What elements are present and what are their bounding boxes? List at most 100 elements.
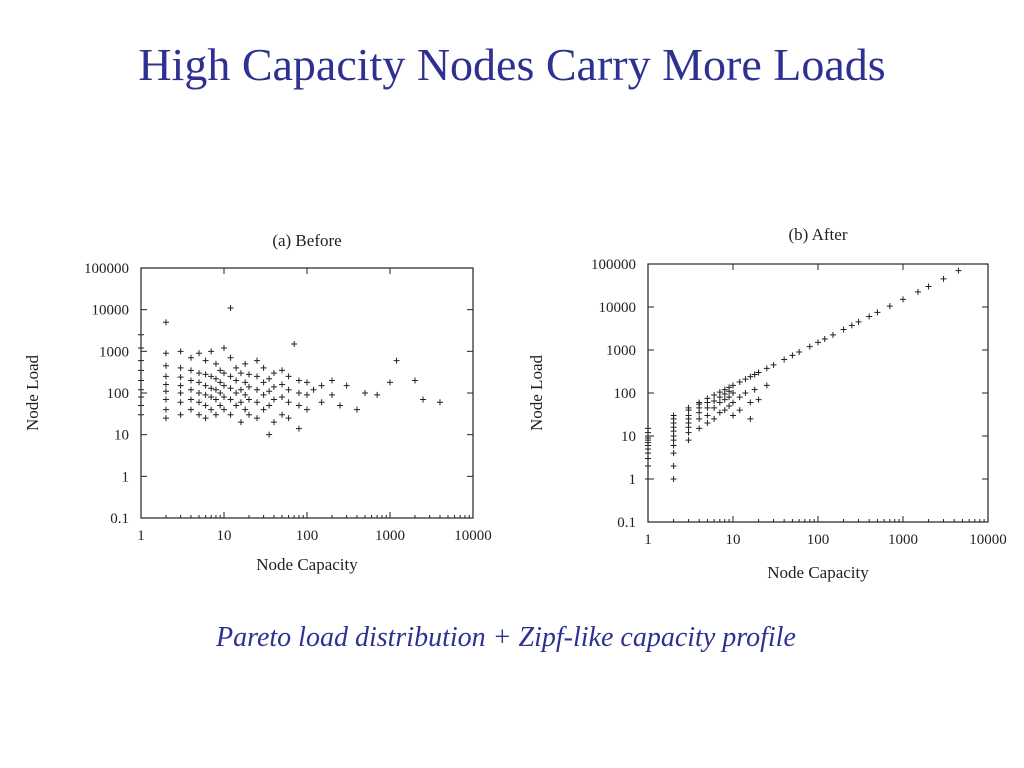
data-point (747, 399, 754, 406)
data-point (685, 429, 692, 436)
chart-after: (b) After 1 10 100 1000 10000 0.1 1 10 100 1000 100… (527, 225, 1007, 582)
data-point (187, 406, 194, 413)
data-point (260, 406, 267, 413)
data-point (747, 373, 754, 380)
data-point (162, 362, 169, 369)
data-point (162, 373, 169, 380)
data-point (279, 367, 286, 374)
data-point (221, 370, 227, 377)
data-point (177, 364, 184, 371)
data-point (212, 396, 219, 403)
data-point (770, 361, 777, 368)
data-point (721, 386, 728, 393)
data-point (711, 391, 718, 398)
data-point (295, 377, 302, 384)
data-point (763, 365, 770, 372)
data-point (162, 381, 169, 388)
data-point (685, 412, 692, 419)
data-point (645, 455, 651, 462)
data-point (279, 381, 286, 388)
data-point (202, 391, 209, 398)
data-point (295, 402, 302, 409)
data-points (138, 304, 443, 438)
data-point (162, 415, 169, 422)
data-point (318, 382, 325, 389)
data-point (279, 411, 286, 418)
data-point (848, 322, 855, 329)
data-point (914, 288, 921, 295)
data-point (237, 370, 244, 377)
data-point (177, 374, 184, 381)
data-point (162, 396, 169, 403)
y-tick-label: 0.1 (617, 515, 636, 531)
data-point (245, 383, 252, 390)
data-point (212, 386, 219, 393)
data-point (227, 396, 234, 403)
x-tick-label: 1000 (375, 528, 405, 544)
data-point (900, 296, 906, 303)
data-point (208, 394, 215, 401)
data-point (781, 356, 788, 363)
data-point (755, 396, 762, 403)
data-point (242, 391, 249, 398)
data-point (177, 382, 184, 389)
data-point (233, 364, 240, 371)
data-point (196, 350, 203, 357)
data-point (716, 389, 723, 396)
data-point (726, 384, 733, 391)
x-tick-label: 1000 (888, 532, 918, 548)
data-point (726, 394, 733, 401)
slide-title: High Capacity Nodes Carry More Loads (138, 39, 886, 90)
chart-title: (b) After (788, 225, 847, 244)
data-point (254, 357, 261, 364)
data-point (217, 367, 224, 374)
plot-frame (647, 263, 989, 523)
chart-title: (a) Before (272, 231, 341, 250)
data-point (196, 370, 203, 377)
data-point (138, 386, 144, 393)
y-axis-label: Node Load (527, 355, 546, 432)
data-point (221, 406, 227, 413)
data-point (704, 395, 711, 402)
x-tick-label: 100 (296, 528, 319, 544)
y-tick-label: 100 (614, 386, 637, 402)
data-point (796, 348, 803, 355)
y-tick-label: 0.1 (110, 511, 129, 527)
data-point (736, 407, 743, 414)
x-tick-label: 10 (726, 532, 741, 548)
data-point (751, 386, 758, 393)
data-point (747, 415, 754, 422)
data-point (245, 396, 252, 403)
data-point (177, 390, 184, 396)
data-point (393, 357, 400, 364)
data-point (217, 402, 224, 409)
chart-before: (a) Before 1 10 100 1000 10000 0.1 1 10 100 1000 10… (23, 231, 492, 574)
data-point (711, 398, 718, 405)
data-point (730, 382, 736, 389)
data-point (221, 382, 227, 389)
data-point (763, 382, 770, 389)
x-axis-label: Node Capacity (767, 563, 869, 582)
data-point (227, 411, 234, 418)
y-tick-label: 1 (122, 469, 130, 485)
data-point (221, 345, 227, 352)
data-point (237, 419, 244, 426)
data-point (233, 402, 240, 409)
data-point (227, 373, 234, 380)
data-point (177, 348, 184, 355)
data-point (196, 390, 203, 396)
data-point (696, 425, 703, 432)
data-point (285, 386, 292, 393)
y-tick-label: 10000 (599, 300, 637, 316)
x-tick-label: 1 (137, 528, 145, 544)
y-tick-label: 1000 (99, 344, 129, 360)
data-point (177, 399, 184, 406)
data-point (726, 402, 733, 409)
data-point (187, 354, 194, 361)
data-point (187, 396, 194, 403)
data-point (266, 402, 273, 409)
data-point (886, 303, 893, 310)
y-tick-label: 100000 (84, 261, 129, 277)
data-point (736, 379, 743, 386)
data-point (138, 394, 144, 401)
